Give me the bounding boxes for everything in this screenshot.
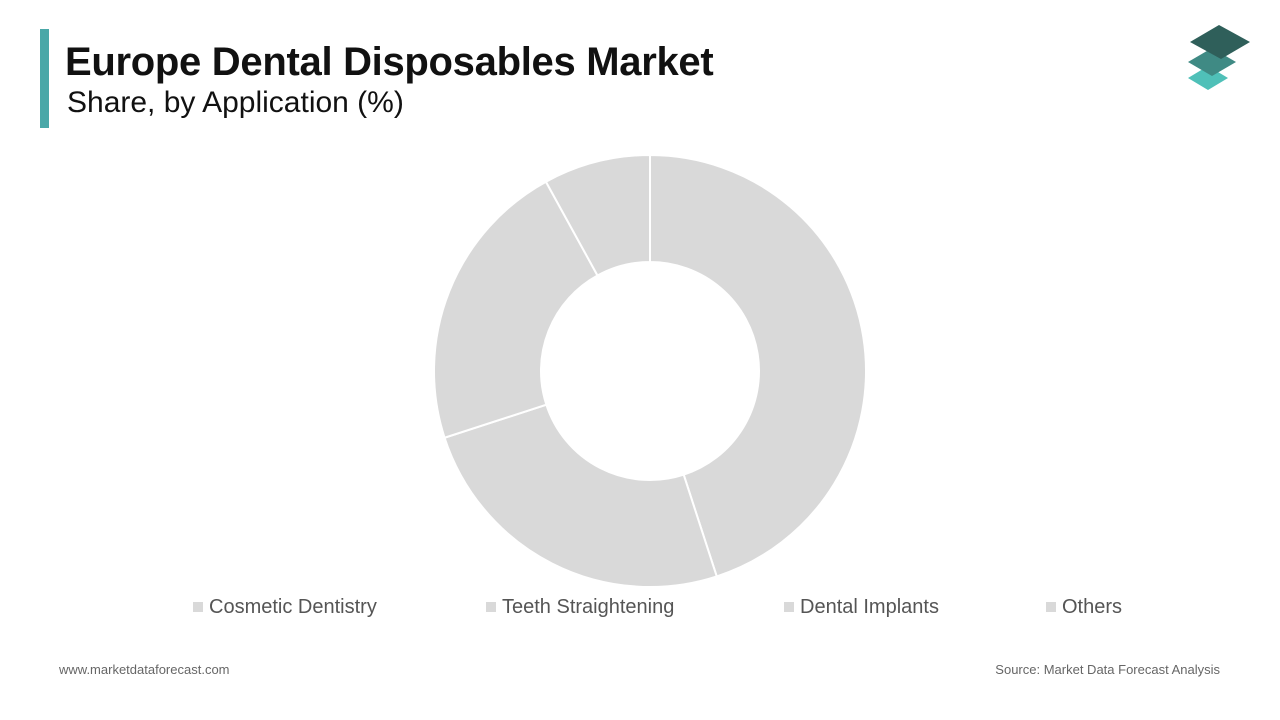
legend-label: Teeth Straightening	[502, 595, 675, 618]
legend-swatch	[193, 602, 203, 612]
page-title: Europe Dental Disposables Market	[65, 40, 714, 84]
logo-layer-top	[1190, 25, 1250, 59]
donut-slice-dental-implants[interactable]	[433, 180, 599, 440]
legend-swatch	[1046, 602, 1056, 612]
donut-slices	[433, 153, 867, 588]
legend-swatch	[784, 602, 794, 612]
legend-label: Cosmetic Dentistry	[209, 595, 377, 618]
brand-logo-icon	[1188, 25, 1250, 90]
legend-label: Dental Implants	[800, 595, 939, 618]
legend-item-others[interactable]: Others	[1046, 595, 1122, 619]
title-accent-bar	[40, 29, 49, 128]
legend-label: Others	[1062, 595, 1123, 618]
donut-slice-teeth-straightening[interactable]	[443, 403, 719, 588]
donut-slice-cosmetic-dentistry[interactable]	[649, 153, 867, 578]
legend-item-cosmetic-dentistry[interactable]: Cosmetic Dentistry	[193, 595, 377, 619]
footer-website[interactable]: www.marketdataforecast.com	[59, 662, 230, 677]
legend-item-dental-implants[interactable]: Dental Implants	[784, 595, 939, 619]
legend-swatch	[486, 602, 496, 612]
footer-source: Source: Market Data Forecast Analysis	[995, 662, 1220, 677]
page-subtitle: Share, by Application (%)	[67, 86, 404, 119]
donut-slice-others[interactable]	[544, 153, 651, 277]
legend-item-teeth-straightening[interactable]: Teeth Straightening	[486, 595, 674, 619]
